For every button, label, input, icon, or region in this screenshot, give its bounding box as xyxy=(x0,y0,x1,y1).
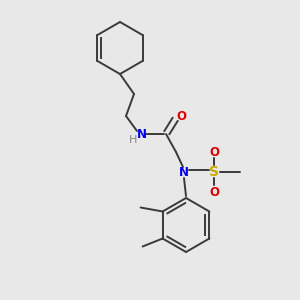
Text: N: N xyxy=(179,167,189,179)
Text: S: S xyxy=(209,165,219,179)
Text: H: H xyxy=(129,135,137,145)
Text: N: N xyxy=(137,128,147,140)
Text: O: O xyxy=(209,146,219,158)
Text: O: O xyxy=(176,110,186,122)
Text: O: O xyxy=(209,185,219,199)
